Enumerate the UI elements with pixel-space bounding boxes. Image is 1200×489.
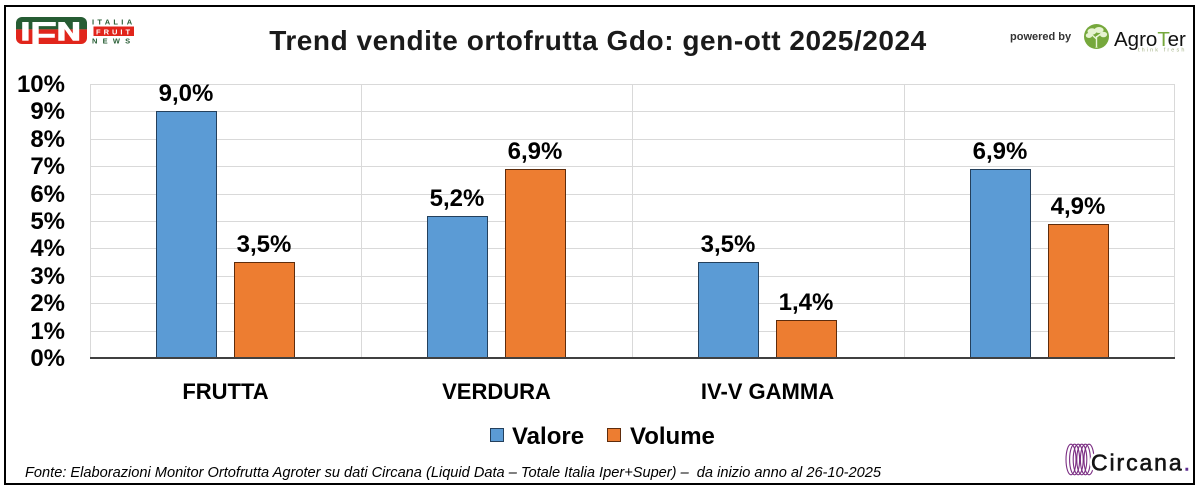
svg-text:Circana.: Circana.: [1091, 450, 1192, 476]
svg-text:think fresh: think fresh: [1138, 48, 1186, 54]
svg-text:AgroTer: AgroTer: [1114, 28, 1186, 51]
svg-text:Circana.: Circana.: [1091, 450, 1192, 476]
svg-text:ITALIA: ITALIA: [92, 17, 135, 26]
svg-text:NEWS: NEWS: [92, 37, 135, 46]
svg-text:FRUIT: FRUIT: [96, 27, 133, 36]
